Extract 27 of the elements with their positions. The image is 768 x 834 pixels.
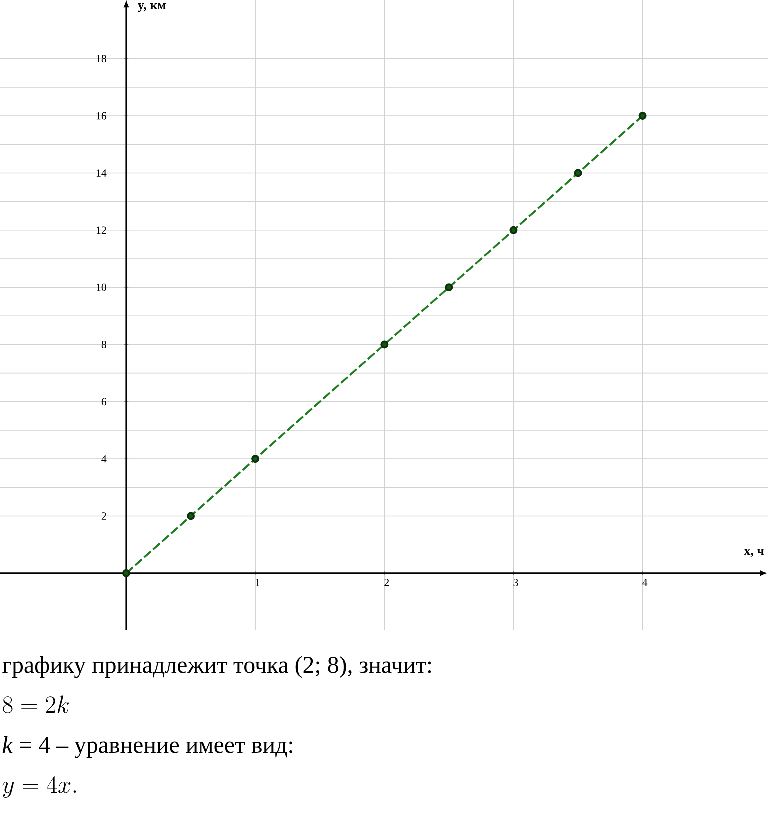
y-tick-label: 2 [102, 512, 106, 520]
point [574, 169, 582, 178]
y-tick-label: 6 [102, 398, 107, 406]
x-tick-label: 2 [384, 579, 390, 586]
y-tick-label: 8 [102, 341, 106, 348]
x-tick-label: 1 [256, 579, 260, 586]
y-tick-label: 10 [96, 284, 106, 292]
point [187, 512, 196, 520]
text: k = 4 – уравнение имеет вид: [2, 736, 292, 758]
x-tick-label: 3 [514, 579, 518, 586]
point [122, 569, 130, 578]
text: $8 = 2k$ [3, 696, 69, 714]
text: $y = 4x.$ [2, 776, 76, 798]
point [638, 112, 647, 120]
y-tick-label: 12 [96, 226, 106, 234]
x-tick-label: 4 [642, 579, 648, 586]
y-tick-label: 16 [96, 112, 107, 120]
point [252, 455, 260, 464]
point [510, 226, 518, 234]
point [380, 340, 389, 349]
y-tick-label: 4 [102, 455, 107, 463]
y-tick-label: 14 [96, 170, 107, 177]
y-axis-title: y, км [138, 4, 166, 12]
y-tick-label: 18 [96, 55, 106, 63]
point [445, 284, 454, 292]
x-axis-title: x, ч [744, 549, 764, 558]
text: графику принадлежит точка (2; 8), значит: [2, 656, 432, 678]
